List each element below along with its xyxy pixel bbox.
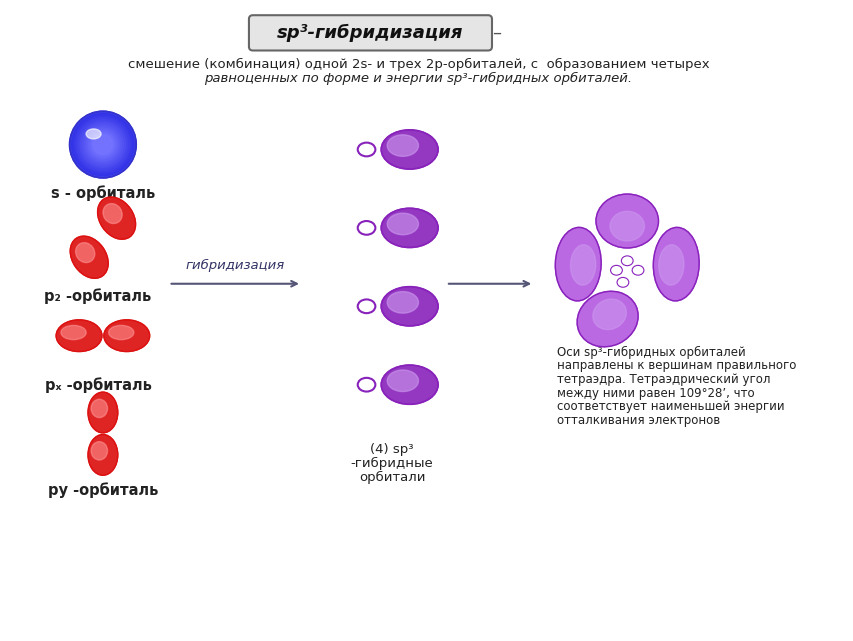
Ellipse shape	[91, 399, 107, 417]
Circle shape	[84, 126, 121, 163]
Circle shape	[89, 130, 117, 159]
Text: отталкивания электронов: отталкивания электронов	[556, 414, 719, 427]
FancyBboxPatch shape	[0, 3, 840, 638]
Ellipse shape	[380, 287, 438, 326]
Ellipse shape	[592, 299, 625, 329]
Text: p₂ -орбиталь: p₂ -орбиталь	[44, 288, 152, 304]
Circle shape	[78, 120, 128, 169]
Text: соответствует наименьшей энергии: соответствует наименьшей энергии	[556, 401, 783, 413]
Ellipse shape	[554, 228, 601, 301]
Text: направлены к вершинам правильного: направлены к вершинам правильного	[556, 359, 795, 372]
Ellipse shape	[56, 320, 102, 351]
Ellipse shape	[386, 135, 418, 156]
Ellipse shape	[61, 326, 86, 340]
Ellipse shape	[380, 130, 438, 169]
Text: Оси sp³-гибридных орбиталей: Оси sp³-гибридных орбиталей	[556, 345, 745, 358]
Circle shape	[69, 112, 136, 178]
Circle shape	[73, 115, 132, 174]
Ellipse shape	[357, 299, 375, 313]
Ellipse shape	[386, 213, 418, 235]
Text: орбитали: орбитали	[358, 471, 425, 484]
Circle shape	[80, 122, 125, 167]
Ellipse shape	[631, 265, 643, 275]
Text: между ними равен 109°28’, что: между ними равен 109°28’, что	[556, 387, 753, 399]
Ellipse shape	[357, 221, 375, 235]
Ellipse shape	[577, 291, 637, 347]
Ellipse shape	[595, 194, 658, 248]
Ellipse shape	[653, 228, 699, 301]
Ellipse shape	[380, 365, 438, 404]
Ellipse shape	[617, 278, 628, 287]
Ellipse shape	[658, 245, 683, 285]
Ellipse shape	[91, 442, 107, 460]
Text: sp³-гибридизация: sp³-гибридизация	[277, 24, 463, 42]
Ellipse shape	[570, 245, 595, 285]
Ellipse shape	[88, 435, 118, 475]
Text: смешение (комбинация) одной 2s- и трех 2p-орбиталей, с  образованием четырех: смешение (комбинация) одной 2s- и трех 2…	[128, 58, 709, 71]
Ellipse shape	[86, 129, 101, 139]
Circle shape	[611, 256, 642, 288]
Text: гибридизация: гибридизация	[185, 259, 285, 272]
Circle shape	[76, 117, 130, 172]
Ellipse shape	[357, 378, 375, 392]
Ellipse shape	[357, 142, 375, 156]
Ellipse shape	[621, 256, 632, 265]
Circle shape	[86, 128, 119, 161]
Ellipse shape	[380, 208, 438, 247]
Ellipse shape	[104, 320, 149, 351]
Circle shape	[82, 124, 124, 165]
Text: s - орбиталь: s - орбиталь	[50, 186, 155, 201]
Ellipse shape	[88, 392, 118, 433]
Ellipse shape	[70, 236, 108, 278]
Text: pу -орбиталь: pу -орбиталь	[48, 483, 158, 499]
Text: тетраэдра. Тетраэдрический угол: тетраэдра. Тетраэдрический угол	[556, 373, 769, 386]
Circle shape	[72, 113, 134, 176]
Ellipse shape	[76, 243, 95, 263]
Ellipse shape	[386, 292, 418, 313]
FancyBboxPatch shape	[248, 15, 491, 51]
Text: pₓ -орбиталь: pₓ -орбиталь	[44, 377, 151, 392]
Circle shape	[90, 133, 115, 156]
Ellipse shape	[108, 326, 134, 340]
Ellipse shape	[386, 370, 418, 392]
Text: –: –	[491, 24, 501, 42]
Ellipse shape	[609, 212, 644, 241]
Ellipse shape	[97, 197, 136, 239]
Text: равноценных по форме и энергии sp³-гибридных орбиталей.: равноценных по форме и энергии sp³-гибри…	[204, 72, 632, 85]
Ellipse shape	[103, 204, 122, 224]
Text: (4) sp³: (4) sp³	[370, 444, 414, 456]
Text: -гибридные: -гибридные	[351, 457, 432, 470]
Circle shape	[93, 135, 113, 154]
Ellipse shape	[610, 265, 622, 275]
